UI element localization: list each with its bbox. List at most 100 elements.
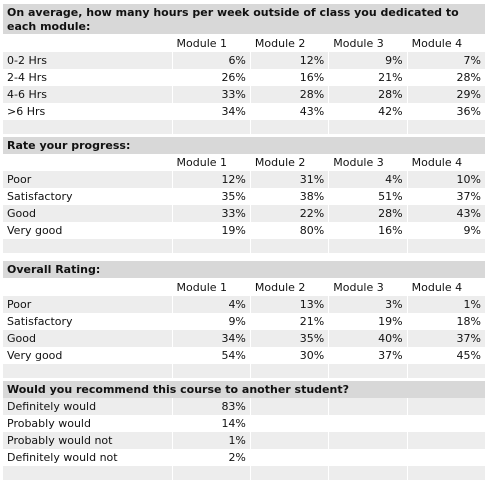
spacer-cell (250, 120, 329, 134)
row-label: Definitely would not (3, 449, 172, 466)
header-module-2: Module 2 (250, 279, 329, 296)
empty-cell (250, 398, 329, 415)
cell-value: 28% (250, 86, 329, 103)
cell-value: 19% (172, 222, 250, 239)
header-cell-empty (3, 154, 172, 171)
row-label: Poor (3, 296, 172, 313)
cell-value: 4% (329, 171, 407, 188)
cell-value: 9% (329, 52, 407, 69)
header-module-4: Module 4 (407, 279, 485, 296)
empty-cell (250, 432, 329, 449)
table-row: Good 33% 22% 28% 43% (3, 205, 485, 222)
header-module-1: Module 1 (172, 154, 250, 171)
row-label: Satisfactory (3, 313, 172, 330)
table-row: Definitely would not 2% (3, 449, 485, 466)
cell-value: 12% (172, 171, 250, 188)
header-module-3: Module 3 (329, 279, 407, 296)
cell-value: 12% (250, 52, 329, 69)
empty-cell (329, 432, 407, 449)
header-module-1: Module 1 (172, 35, 250, 52)
table-row: 2-4 Hrs 26% 16% 21% 28% (3, 69, 485, 86)
cell-value: 30% (250, 347, 329, 364)
cell-value: 1% (172, 432, 250, 449)
cell-value: 9% (407, 222, 485, 239)
cell-value: 31% (250, 171, 329, 188)
cell-value: 43% (407, 205, 485, 222)
spacer-cell (172, 120, 250, 134)
header-cell-empty (3, 279, 172, 296)
header-row-hours: Module 1 Module 2 Module 3 Module 4 (3, 35, 485, 52)
section-title-overall: Overall Rating: (3, 261, 485, 278)
cell-value: 3% (329, 296, 407, 313)
header-module-3: Module 3 (329, 154, 407, 171)
cell-value: 37% (407, 188, 485, 205)
cell-value: 21% (250, 313, 329, 330)
spacer-row (3, 120, 485, 134)
cell-value: 10% (407, 171, 485, 188)
cell-value: 28% (407, 69, 485, 86)
cell-value: 14% (172, 415, 250, 432)
row-label: Very good (3, 222, 172, 239)
table-row: 4-6 Hrs 33% 28% 28% 29% (3, 86, 485, 103)
table-row: Very good 54% 30% 37% 45% (3, 347, 485, 364)
spacer-cell (250, 466, 329, 480)
cell-value: 21% (329, 69, 407, 86)
row-label: 4-6 Hrs (3, 86, 172, 103)
cell-value: 37% (329, 347, 407, 364)
cell-value: 40% (329, 330, 407, 347)
spacer-row (3, 364, 485, 378)
table-row: Poor 4% 13% 3% 1% (3, 296, 485, 313)
cell-value: 36% (407, 103, 485, 120)
cell-value: 43% (250, 103, 329, 120)
empty-cell (329, 415, 407, 432)
header-module-3: Module 3 (329, 35, 407, 52)
spacer-cell (3, 364, 172, 378)
cell-value: 37% (407, 330, 485, 347)
table-row: Poor 12% 31% 4% 10% (3, 171, 485, 188)
table-row: Satisfactory 35% 38% 51% 37% (3, 188, 485, 205)
cell-value: 7% (407, 52, 485, 69)
spacer-cell (172, 466, 250, 480)
cell-value: 80% (250, 222, 329, 239)
cell-value: 29% (407, 86, 485, 103)
header-module-1: Module 1 (172, 279, 250, 296)
cell-value: 33% (172, 205, 250, 222)
section-title-hours: On average, how many hours per week outs… (3, 4, 485, 34)
header-module-2: Module 2 (250, 35, 329, 52)
cell-value: 28% (329, 86, 407, 103)
cell-value: 83% (172, 398, 250, 415)
cell-value: 34% (172, 103, 250, 120)
cell-value: 38% (250, 188, 329, 205)
spacer-cell (329, 364, 407, 378)
spacer-cell (329, 239, 407, 253)
empty-cell (329, 449, 407, 466)
table-row: Definitely would 83% (3, 398, 485, 415)
cell-value: 35% (250, 330, 329, 347)
header-row-progress: Module 1 Module 2 Module 3 Module 4 (3, 154, 485, 171)
spacer-cell (407, 364, 485, 378)
row-label: Good (3, 330, 172, 347)
spacer-cell (329, 120, 407, 134)
section-title-progress: Rate your progress: (3, 137, 485, 154)
spacer-cell (329, 466, 407, 480)
cell-value: 1% (407, 296, 485, 313)
cell-value: 22% (250, 205, 329, 222)
cell-value: 19% (329, 313, 407, 330)
cell-value: 54% (172, 347, 250, 364)
row-label: Definitely would (3, 398, 172, 415)
spacer-cell (3, 120, 172, 134)
spacer-cell (407, 120, 485, 134)
spacer-cell (250, 239, 329, 253)
cell-value: 18% (407, 313, 485, 330)
header-row-overall: Module 1 Module 2 Module 3 Module 4 (3, 279, 485, 296)
cell-value: 16% (250, 69, 329, 86)
row-label: Poor (3, 171, 172, 188)
table-row: Probably would not 1% (3, 432, 485, 449)
cell-value: 4% (172, 296, 250, 313)
table-row: Good 34% 35% 40% 37% (3, 330, 485, 347)
row-label: Good (3, 205, 172, 222)
table-row: >6 Hrs 34% 43% 42% 36% (3, 103, 485, 120)
cell-value: 26% (172, 69, 250, 86)
row-label: Probably would (3, 415, 172, 432)
